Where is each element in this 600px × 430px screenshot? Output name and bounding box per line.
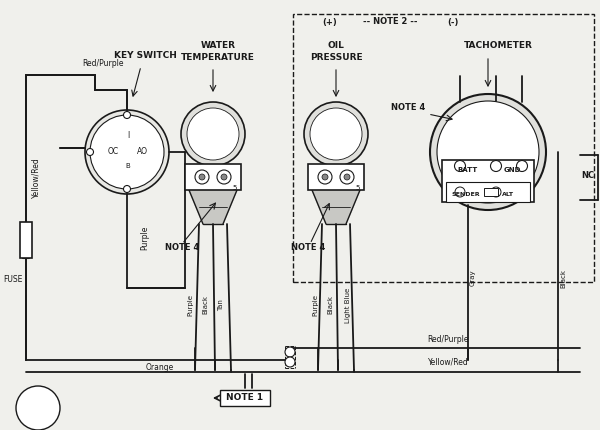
Text: (+): (+) (323, 18, 337, 27)
Circle shape (217, 170, 231, 184)
Circle shape (491, 187, 501, 197)
Text: Black: Black (202, 295, 208, 314)
Circle shape (181, 102, 245, 166)
Text: FUSE: FUSE (4, 276, 23, 285)
Text: NOTE 4: NOTE 4 (165, 243, 199, 252)
Text: 5: 5 (356, 185, 360, 191)
Text: -- NOTE 2 --: -- NOTE 2 -- (363, 18, 417, 27)
Text: Orange: Orange (146, 363, 174, 372)
Text: Purple: Purple (312, 294, 318, 316)
Text: Yellow/Red: Yellow/Red (32, 158, 41, 198)
Text: Red/Purple: Red/Purple (427, 335, 469, 344)
Polygon shape (312, 190, 360, 224)
Text: GND: GND (503, 167, 521, 173)
Circle shape (455, 187, 465, 197)
Text: Black: Black (560, 268, 566, 288)
Text: B: B (125, 163, 130, 169)
Circle shape (455, 160, 466, 172)
Circle shape (285, 357, 295, 367)
Circle shape (491, 160, 502, 172)
Circle shape (86, 148, 94, 156)
Circle shape (430, 94, 546, 210)
Text: Red/Purple: Red/Purple (82, 58, 124, 68)
Circle shape (195, 170, 209, 184)
Circle shape (16, 386, 60, 430)
Circle shape (85, 110, 169, 194)
Text: KEY SWITCH: KEY SWITCH (113, 52, 176, 61)
Text: Purple: Purple (187, 294, 193, 316)
Text: TACHOMETER: TACHOMETER (464, 42, 532, 50)
Text: Tan: Tan (218, 299, 224, 311)
Text: Yellow/Red: Yellow/Red (428, 357, 469, 366)
Bar (442, 160, 534, 202)
Circle shape (199, 174, 205, 180)
Text: NOTE 4: NOTE 4 (291, 243, 325, 252)
Text: NOTE 1: NOTE 1 (226, 393, 263, 402)
Circle shape (285, 347, 295, 357)
Text: WATER: WATER (200, 40, 235, 49)
Text: 5: 5 (233, 185, 237, 191)
Circle shape (322, 174, 328, 180)
Polygon shape (189, 190, 237, 224)
Circle shape (221, 174, 227, 180)
Text: OIL: OIL (328, 40, 344, 49)
Text: ALT: ALT (502, 191, 514, 197)
Bar (293, 14, 594, 282)
Text: (-): (-) (448, 18, 458, 27)
Text: NC: NC (581, 171, 594, 179)
Text: PRESSURE: PRESSURE (310, 52, 362, 61)
Text: Light Blue: Light Blue (345, 287, 351, 322)
Circle shape (344, 174, 350, 180)
Circle shape (517, 160, 527, 172)
Circle shape (90, 115, 164, 189)
Circle shape (124, 111, 131, 119)
Text: SENDER: SENDER (452, 191, 481, 197)
Text: I: I (127, 130, 129, 139)
Text: TEMPERATURE: TEMPERATURE (181, 52, 255, 61)
Text: OC: OC (107, 147, 119, 156)
Circle shape (340, 170, 354, 184)
Bar (308, 164, 364, 190)
Bar (220, 390, 270, 406)
Text: Purple: Purple (140, 226, 149, 250)
Text: Black: Black (327, 295, 333, 314)
Circle shape (304, 102, 368, 166)
Text: NOTE 4: NOTE 4 (391, 104, 425, 113)
Circle shape (124, 185, 131, 193)
Bar (484, 188, 498, 196)
Circle shape (187, 108, 239, 160)
Circle shape (318, 170, 332, 184)
Bar (446, 182, 530, 202)
Text: Gray: Gray (470, 270, 476, 286)
Bar (20, 222, 32, 258)
Bar (185, 164, 241, 190)
Circle shape (310, 108, 362, 160)
Text: AO: AO (137, 147, 148, 156)
Text: BATT: BATT (458, 167, 478, 173)
Circle shape (437, 101, 539, 203)
